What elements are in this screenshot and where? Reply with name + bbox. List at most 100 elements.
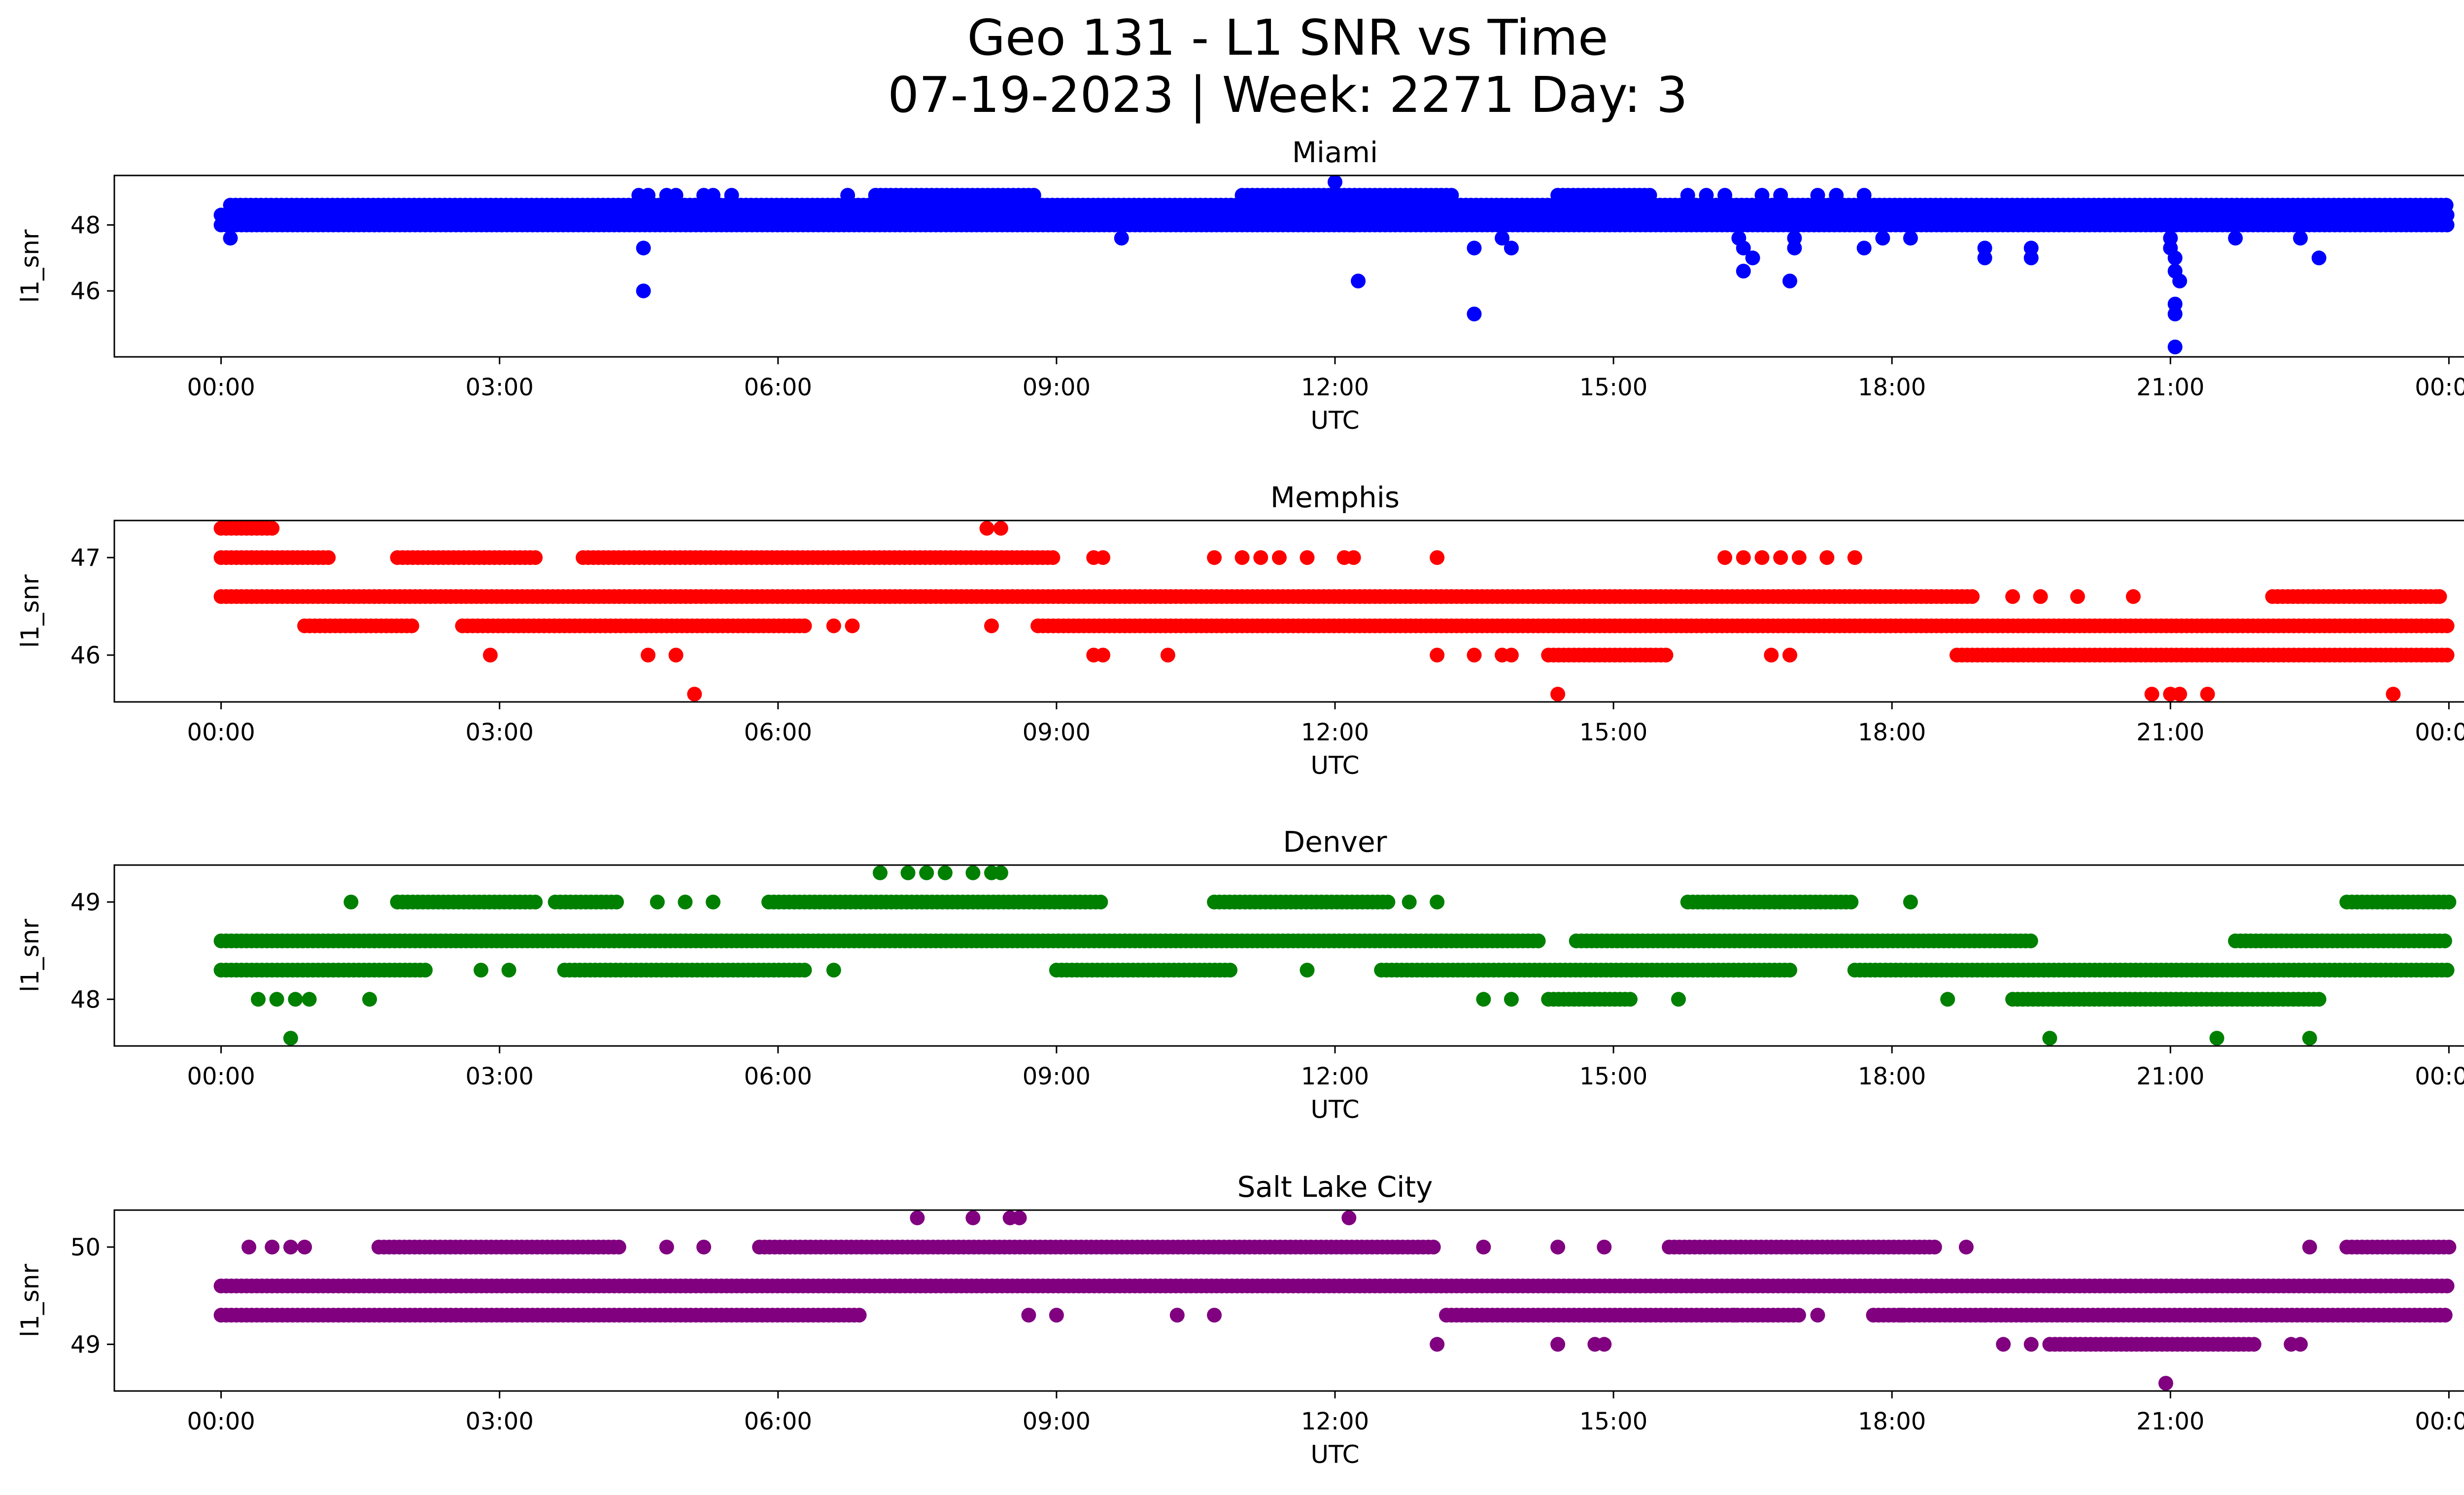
data-point	[1764, 648, 1779, 662]
data-point	[1811, 1308, 1825, 1322]
x-tick-label: 18:00	[1858, 374, 1926, 401]
data-point	[1531, 934, 1546, 948]
data-point	[2158, 1376, 2173, 1391]
data-point	[1782, 648, 1797, 662]
point-band	[576, 550, 1060, 565]
data-point	[288, 992, 303, 1007]
x-tick-label: 18:00	[1858, 1408, 1926, 1435]
data-point	[502, 963, 516, 977]
data-point	[609, 895, 624, 909]
data-point	[1430, 550, 1444, 565]
data-point	[1095, 550, 1110, 565]
data-point	[2247, 1337, 2261, 1352]
data-point	[1903, 231, 1918, 245]
data-point	[1680, 188, 1695, 203]
x-tick-label: 03:00	[466, 1063, 534, 1090]
subplot-title: Salt Lake City	[1237, 1170, 1433, 1204]
point-band	[1439, 1308, 1806, 1322]
data-point	[797, 963, 812, 977]
data-point	[1430, 648, 1444, 662]
data-point	[1235, 550, 1250, 565]
data-point	[1671, 992, 1686, 1007]
y-tick-label: 50	[70, 1234, 101, 1261]
data-point	[612, 1240, 626, 1254]
data-point	[938, 866, 953, 880]
data-point	[2293, 231, 2308, 245]
data-point	[1791, 1308, 1806, 1322]
data-point	[2023, 934, 2038, 948]
point-band	[1541, 992, 1638, 1007]
y-axis-label: l1_snr	[16, 919, 44, 992]
data-point	[2024, 250, 2039, 265]
point-band	[2339, 1240, 2456, 1254]
x-tick-label: 18:00	[1858, 719, 1926, 746]
data-point	[2386, 687, 2400, 701]
data-point	[2438, 1308, 2453, 1322]
data-point	[1380, 895, 1395, 909]
point-band	[1680, 895, 1859, 909]
data-point	[1782, 274, 1797, 288]
x-tick-label: 12:00	[1301, 374, 1369, 401]
data-point	[251, 992, 266, 1007]
point-band	[2005, 992, 2327, 1007]
data-point	[2440, 963, 2455, 977]
point-band	[390, 550, 543, 565]
data-point	[852, 1308, 867, 1322]
data-point	[2441, 895, 2456, 909]
data-point	[1027, 188, 1041, 203]
data-point	[669, 188, 684, 203]
x-tick-label: 00:00	[2415, 374, 2464, 401]
data-point	[1430, 1337, 1444, 1352]
data-point	[1550, 1337, 1565, 1352]
data-point	[919, 866, 934, 880]
axes-frame	[114, 521, 2464, 702]
data-point	[1402, 895, 1417, 909]
data-point	[2168, 340, 2183, 354]
subplot-title: Denver	[1283, 825, 1387, 859]
data-point	[1940, 992, 1955, 1007]
data-point	[724, 188, 739, 203]
data-point	[1300, 963, 1315, 977]
y-tick-label: 46	[70, 642, 101, 669]
data-point	[1597, 1337, 1611, 1352]
data-point	[1504, 992, 1519, 1007]
data-point	[840, 188, 855, 203]
x-axis-label: UTC	[1310, 1440, 1359, 1469]
point-band	[1374, 963, 1797, 977]
data-point	[965, 1211, 980, 1225]
x-tick-label: 00:00	[2415, 1063, 2464, 1090]
data-point	[2168, 307, 2183, 321]
data-point	[1773, 550, 1788, 565]
data-point	[1659, 648, 1674, 662]
data-point	[1012, 1211, 1027, 1225]
data-point	[1114, 231, 1129, 245]
data-point	[483, 648, 498, 662]
data-point	[1736, 550, 1751, 565]
data-point	[1328, 174, 1342, 189]
data-point	[362, 992, 377, 1007]
data-point	[2440, 648, 2455, 662]
scatter-series	[214, 1211, 2457, 1391]
data-point	[1272, 550, 1287, 565]
data-point	[1207, 1308, 1222, 1322]
x-tick-label: 00:00	[2415, 1408, 2464, 1435]
data-point	[1504, 648, 1519, 662]
point-band	[214, 550, 336, 565]
point-band	[214, 934, 1546, 948]
data-point	[669, 648, 684, 662]
data-point	[343, 895, 358, 909]
y-tick-label: 46	[70, 278, 101, 305]
data-point	[321, 550, 336, 565]
point-band	[214, 1279, 2455, 1293]
data-point	[2172, 274, 2187, 288]
data-point	[1045, 550, 1060, 565]
x-tick-label: 03:00	[466, 719, 534, 746]
data-point	[696, 1240, 711, 1254]
data-point	[1773, 188, 1788, 203]
data-point	[826, 963, 841, 977]
data-point	[650, 895, 665, 909]
data-point	[1787, 241, 1802, 255]
x-tick-label: 03:00	[466, 1408, 534, 1435]
axes-frame	[114, 1210, 2464, 1391]
data-point	[1093, 895, 1108, 909]
